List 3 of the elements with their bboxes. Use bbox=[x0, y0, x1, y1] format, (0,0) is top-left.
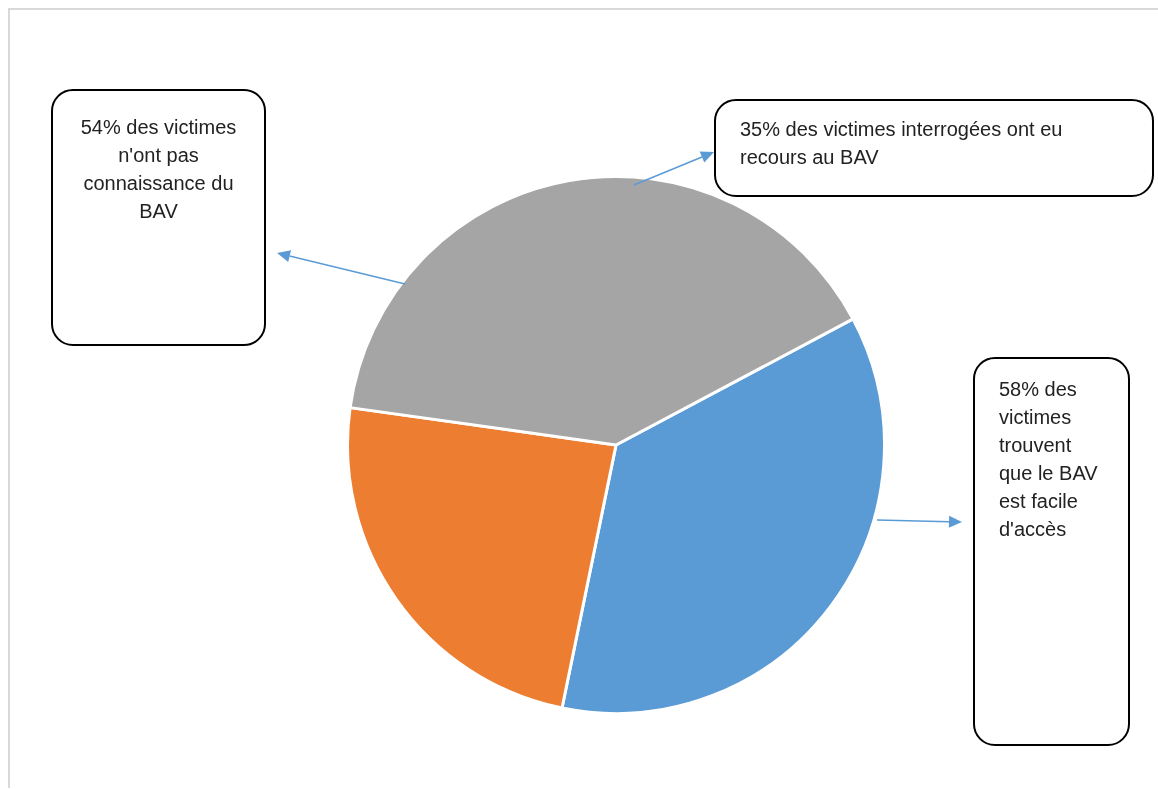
text: 54% des victimes n'ont pas connaissance du BAV bbox=[51, 89, 266, 346]
text: 35% des victimes interrogées ont eu recours au BAV bbox=[714, 99, 1154, 197]
text: 58% des victimes trouvent que le BAV est facile d'accès bbox=[973, 357, 1130, 746]
